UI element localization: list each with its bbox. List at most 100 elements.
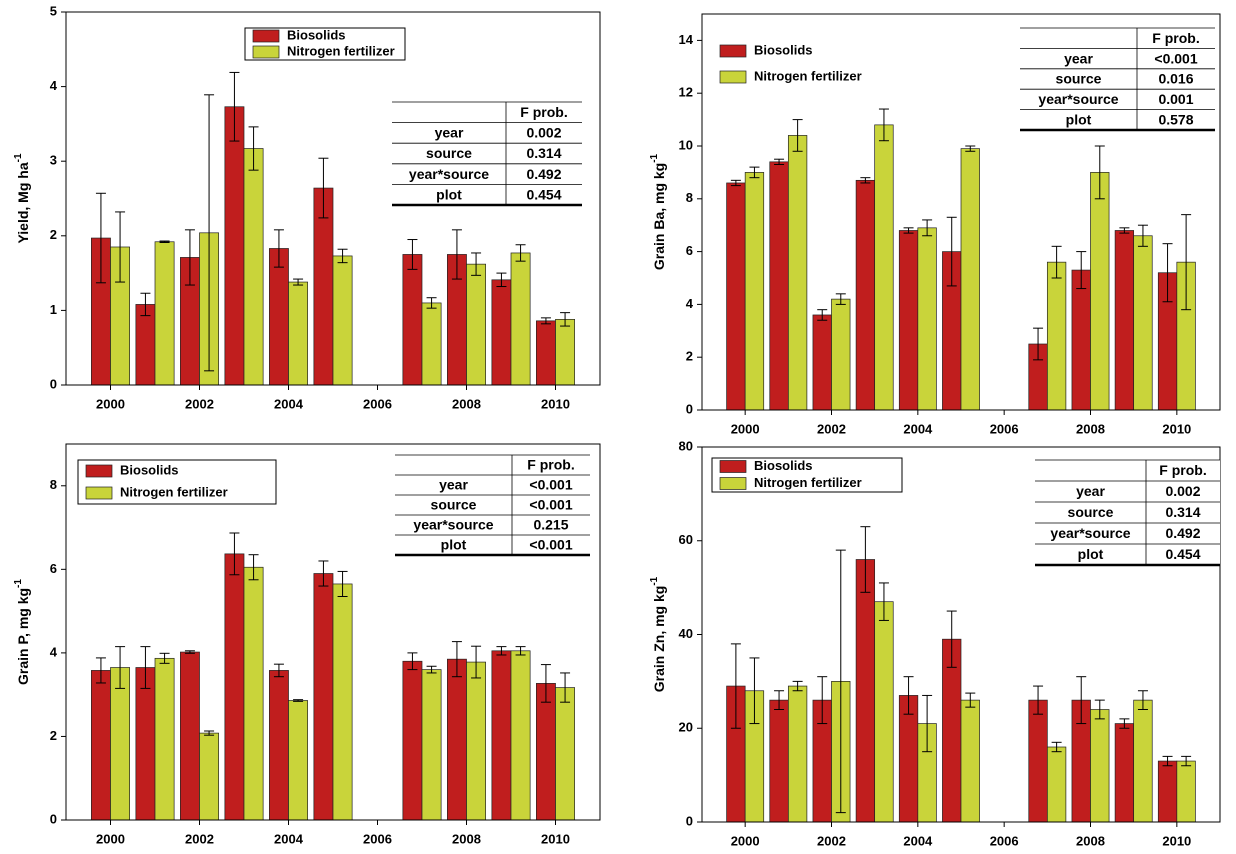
error-bar (878, 582, 889, 621)
bar (536, 320, 556, 386)
table-row-label: year (1076, 483, 1105, 499)
bar (510, 650, 531, 821)
legend-swatch (719, 44, 747, 58)
table-row-label: year*source (1050, 525, 1130, 541)
table-header: F prob. (520, 104, 567, 120)
error-bar (95, 192, 106, 284)
error-bar (184, 650, 195, 654)
error-bar (451, 641, 462, 678)
y-tick-label: 1 (50, 302, 57, 317)
bar (960, 148, 980, 411)
error-bar (1162, 243, 1173, 303)
bar (898, 230, 919, 411)
x-tick-label: 2008 (1076, 421, 1105, 436)
error-bar (293, 278, 304, 286)
table-row-label: source (1056, 71, 1102, 87)
table-row-value: 0.314 (526, 145, 561, 161)
bar (91, 670, 111, 821)
error-bar (835, 549, 846, 814)
x-tick-label: 2000 (731, 833, 760, 848)
error-bar (878, 108, 889, 142)
error-bar (248, 554, 259, 581)
bar (831, 298, 851, 411)
y-tick-label: 2 (686, 349, 693, 364)
bar (269, 670, 289, 821)
error-bar (1137, 690, 1148, 710)
error-bar (1181, 755, 1192, 767)
error-bar (515, 646, 526, 656)
error-bar (229, 532, 240, 576)
y-tick-label: 8 (686, 190, 693, 205)
bar (1133, 235, 1153, 411)
table-row-label: plot (1078, 546, 1104, 562)
bar (402, 660, 423, 821)
x-tick-label: 2008 (1076, 833, 1105, 848)
bar (787, 685, 808, 823)
y-tick-label: 5 (50, 3, 57, 18)
y-tick-label: 6 (686, 243, 693, 258)
error-bar (451, 229, 462, 280)
table-bg (1035, 460, 1220, 565)
bar (332, 583, 353, 821)
table-row-value: 0.001 (1158, 91, 1193, 107)
y-axis-label-text: Grain Zn, mg kg (651, 586, 667, 693)
y-tick-label: 40 (679, 626, 693, 641)
bar (1114, 230, 1135, 411)
bar (874, 124, 894, 411)
bar (917, 227, 937, 411)
error-bar (204, 730, 215, 736)
table-row-label: plot (1066, 112, 1092, 128)
x-tick-label: 2010 (1162, 833, 1191, 848)
y-tick-label: 0 (686, 401, 693, 416)
y-tick-label: 2 (50, 227, 57, 242)
table-row-value: 0.454 (526, 186, 561, 202)
error-bar (560, 312, 571, 327)
table-row-value: 0.002 (1165, 483, 1200, 499)
bar (1114, 723, 1135, 823)
bar (874, 601, 894, 823)
table-row-label: source (1068, 504, 1114, 520)
table-row-label: year*source (413, 517, 493, 533)
bar (769, 699, 789, 823)
x-tick-label: 2010 (1162, 421, 1191, 436)
bar (154, 241, 175, 386)
table-row-value: 0.578 (1158, 112, 1193, 128)
y-axis-label-text: Grain Ba, mg kg (651, 163, 667, 270)
bar (769, 161, 789, 411)
x-tick-label: 2000 (731, 421, 760, 436)
y-axis-label: Grain Ba, mg kg-1 (649, 153, 667, 270)
error-bar (774, 690, 785, 710)
error-bar (159, 652, 170, 664)
error-bar (204, 94, 215, 372)
y-tick-label: 2 (50, 728, 57, 743)
error-bar (337, 570, 348, 597)
legend-swatch (719, 70, 747, 84)
x-tick-label: 2002 (817, 833, 846, 848)
table-header: F prob. (1159, 462, 1206, 478)
error-bar (1162, 755, 1173, 767)
bar (812, 314, 832, 411)
bar (224, 553, 245, 821)
x-tick-label: 2010 (541, 831, 570, 846)
error-bar (515, 244, 526, 262)
x-tick-label: 2006 (990, 833, 1019, 848)
bar (1176, 760, 1196, 823)
error-bar (1119, 227, 1130, 234)
x-tick-label: 2006 (990, 421, 1019, 436)
bar (1046, 746, 1067, 823)
table-row-value: <0.001 (529, 497, 572, 513)
error-bar (95, 657, 106, 684)
bar (555, 319, 575, 386)
table-bg (1020, 28, 1215, 130)
table-row-value: 0.016 (1158, 71, 1193, 87)
error-bar (426, 665, 437, 674)
x-tick-label: 2002 (185, 831, 214, 846)
error-bar (946, 610, 957, 668)
y-axis-label-sup: -1 (649, 153, 660, 162)
bar (466, 263, 486, 386)
error-bar (1033, 685, 1044, 715)
bar (491, 279, 512, 386)
error-bar (817, 676, 828, 725)
y-tick-label: 3 (50, 153, 57, 168)
bar (787, 135, 808, 411)
